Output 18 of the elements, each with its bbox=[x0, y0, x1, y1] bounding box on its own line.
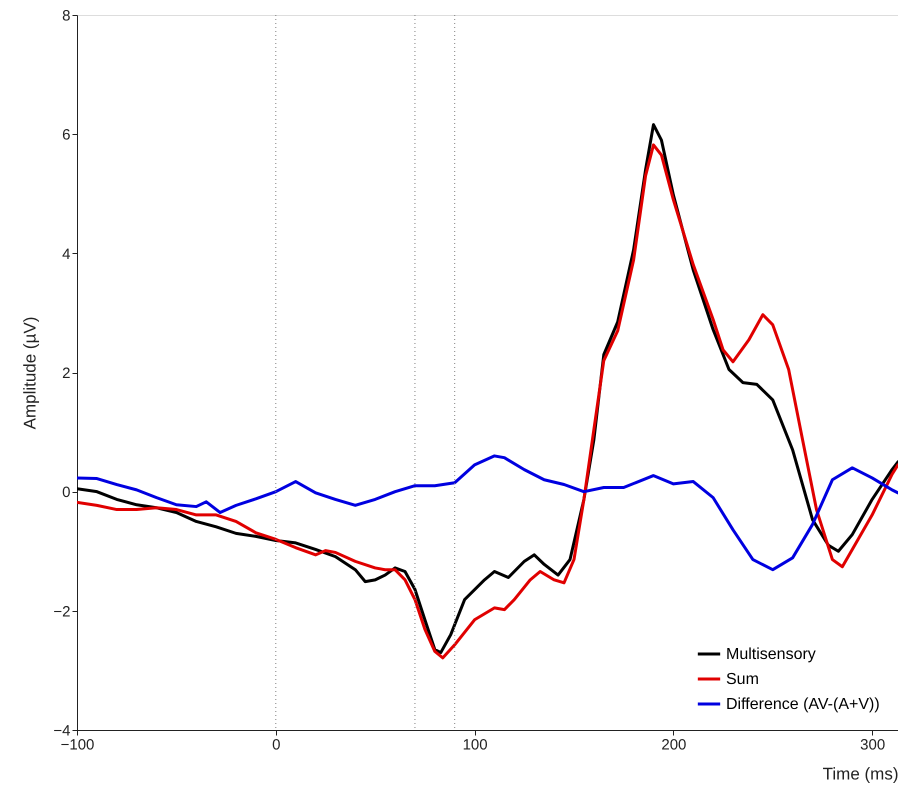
y-tick-label: 0 bbox=[62, 484, 70, 502]
y-tick-label: 6 bbox=[62, 126, 70, 144]
x-tick-label: 200 bbox=[661, 736, 686, 754]
y-tick-label: 4 bbox=[62, 246, 70, 263]
x-tick-label: 100 bbox=[462, 736, 488, 754]
x-tick-label: 0 bbox=[272, 736, 280, 754]
x-tick-label: −100 bbox=[60, 736, 94, 754]
y-tick-label: −2 bbox=[53, 603, 70, 620]
y-tick-label: 8 bbox=[62, 8, 70, 24]
y-axis-title: Amplitude (µV) bbox=[20, 316, 40, 430]
y-tick-label: −4 bbox=[53, 722, 70, 740]
legend-label: Sum bbox=[726, 671, 759, 688]
legend-label: Difference (AV-(A+V)) bbox=[726, 696, 880, 713]
x-axis-title: Time (ms) bbox=[822, 764, 898, 784]
x-tick-label: 300 bbox=[860, 736, 886, 754]
y-tick-label: 2 bbox=[62, 365, 70, 382]
legend-label: Multisensory bbox=[726, 646, 816, 663]
line-series bbox=[77, 454, 898, 572]
